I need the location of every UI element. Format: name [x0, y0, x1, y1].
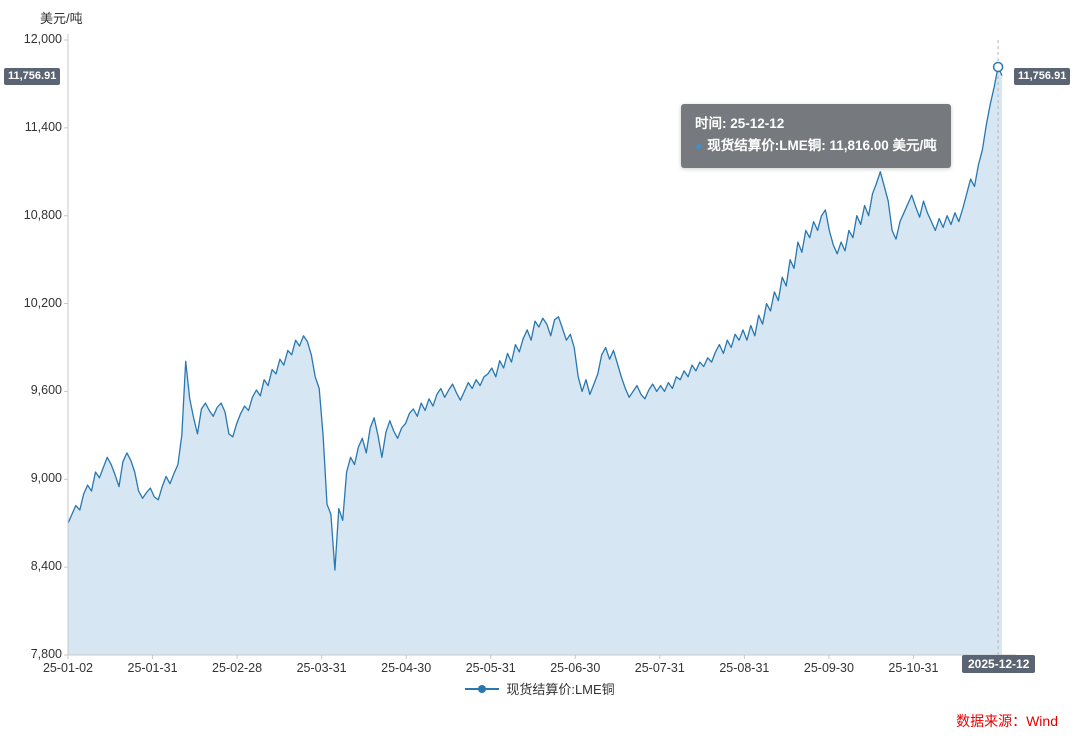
x-tick-label: 25-03-31: [296, 661, 347, 675]
tooltip-series-text: 现货结算价:LME铜: 11,816.00 美元/吨: [707, 138, 937, 154]
x-tick-label: 25-04-30: [381, 661, 432, 675]
hover-tooltip: 时间: 25-12-12 ● 现货结算价:LME铜: 11,816.00 美元/吨: [681, 104, 951, 168]
y-tick-label: 10,800: [23, 207, 62, 222]
x-tick-label: 25-01-31: [127, 661, 178, 675]
x-tick-label: 25-10-31: [888, 661, 939, 675]
x-tick-label: 25-01-02: [42, 661, 94, 675]
y-tick-label: 11,400: [24, 119, 62, 134]
latest-value-badge-left: 11,756.91: [4, 68, 61, 85]
y-tick-label: 10,200: [23, 295, 62, 310]
y-tick-label: 12,000: [23, 32, 62, 46]
hover-date-badge: 2025-12-12: [962, 655, 1036, 673]
x-tick-label: 25-09-30: [803, 661, 854, 675]
legend-line-marker-icon: [465, 684, 500, 693]
x-tick-label: 25-05-31: [465, 661, 516, 675]
x-tick-label: 25-08-31: [719, 661, 770, 675]
data-source-text: 数据来源：Wind: [956, 713, 1058, 729]
series-marker-dot-icon: ●: [695, 139, 703, 154]
y-axis-unit-label: 美元/吨: [40, 11, 83, 26]
x-tick-label: 25-06-30: [550, 661, 601, 675]
tooltip-series-row: ● 现货结算价:LME铜: 11,816.00 美元/吨: [695, 135, 937, 157]
x-tick-label: 25-02-28: [212, 661, 263, 675]
y-tick-label: 7,800: [30, 647, 62, 661]
tooltip-time-text: 时间: 25-12-12: [695, 116, 785, 131]
legend[interactable]: 现货结算价:LME铜: [0, 679, 1080, 698]
legend-label: 现货结算价:LME铜: [506, 682, 615, 697]
y-tick-label: 8,400: [30, 559, 62, 574]
y-tick-label: 9,600: [30, 383, 62, 398]
y-tick-label: 9,000: [30, 471, 62, 486]
latest-value-badge-right: 11,756.91: [1014, 68, 1071, 85]
legend-dot-icon: [478, 684, 487, 693]
x-tick-label: 25-07-31: [634, 661, 685, 675]
tooltip-time-row: 时间: 25-12-12: [695, 113, 937, 135]
